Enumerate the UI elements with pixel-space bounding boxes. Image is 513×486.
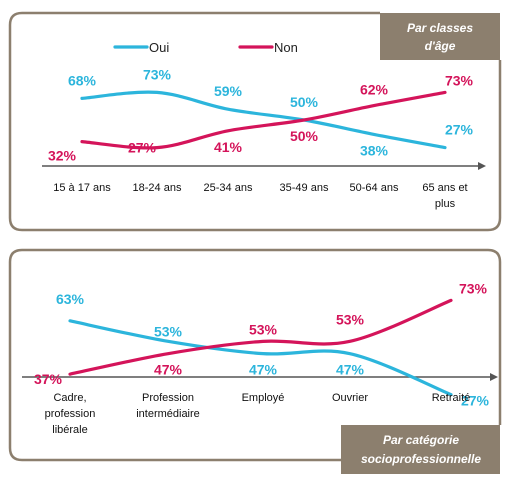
panel-age-tick-label-4: 50-64 ans xyxy=(350,182,399,194)
panel-age-frame xyxy=(8,11,502,232)
panel-csp-tag xyxy=(341,425,500,474)
panel-age-tag-line2: d'âge xyxy=(425,39,456,53)
panel-csp-tick-label-3: Ouvrier xyxy=(332,392,368,404)
panel-age-tick-label-5-1: plus xyxy=(435,198,456,210)
panel-csp-oui-label-3: 47% xyxy=(336,362,365,378)
panel-age-non-label-4: 62% xyxy=(360,82,389,98)
panel-age-tick-label-1: 18-24 ans xyxy=(133,182,182,194)
panel-csp-oui-label-2: 47% xyxy=(249,362,278,378)
panel-age-tick-label-0: 15 à 17 ans xyxy=(53,182,111,194)
panel-csp-tag-line2: socioprofessionnelle xyxy=(361,452,481,466)
panel-csp-tick-label-1-0: Profession xyxy=(142,392,194,404)
panel-age-tick-label-2: 25-34 ans xyxy=(204,182,253,194)
panel-csp-tick-label-0-1: profession xyxy=(45,408,96,420)
panel-age-tick-label-5-0: 65 ans et xyxy=(422,182,467,194)
panel-csp-series-non-line xyxy=(68,298,453,376)
panel-csp-tick-label-2: Employé xyxy=(242,392,285,404)
panel-age-oui-label-2: 59% xyxy=(214,83,243,99)
panel-age-oui-label-3: 50% xyxy=(290,94,319,110)
panel-age-series-non-line xyxy=(80,90,447,150)
chart-marks: 68% 73% 59% 50% 38% 27% 32% 27% 41% 50% 62% 73% 15 à… xyxy=(34,66,490,436)
panel-age-oui-label-1: 73% xyxy=(143,66,172,82)
panel-csp-non-label-0: 37% xyxy=(34,371,63,387)
panel-csp-non-label-2: 53% xyxy=(249,321,278,337)
panel-csp-tick-label-1-1: intermédiaire xyxy=(136,408,200,420)
panel-csp-series-oui-line xyxy=(68,319,453,397)
panel-csp-non-label-1: 47% xyxy=(154,362,183,378)
panel-csp-tick-label-0-2: libérale xyxy=(52,424,87,436)
panel-age-oui-label-0: 68% xyxy=(68,72,97,88)
panel-age-non-label-2: 41% xyxy=(214,139,243,155)
panel-age-tag xyxy=(380,13,500,60)
panel-age-series-oui-line xyxy=(80,90,447,150)
panel-age-non-label-5: 73% xyxy=(445,72,474,88)
panel-csp-axis-arrow xyxy=(490,373,498,381)
panel-csp-frame xyxy=(8,248,502,462)
panel-csp-tick-label-0-0: Cadre, xyxy=(53,392,86,404)
panel-csp-oui-label-0: 63% xyxy=(56,291,85,307)
panel-csp-tick-label-4: Retraité xyxy=(432,392,471,404)
panel-age-axis-arrow xyxy=(478,162,486,170)
panel-csp-non-label-4: 73% xyxy=(459,280,488,296)
legend-non-label: Non xyxy=(274,40,298,55)
panel-csp-oui-label-4: 27% xyxy=(461,393,490,409)
panel-age-tick-label-3: 35-49 ans xyxy=(280,182,329,194)
panel-age-non-label-3: 50% xyxy=(290,128,319,144)
panel-csp-non-label-3: 53% xyxy=(336,311,365,327)
panel-csp-tag-line1: Par catégorie xyxy=(383,433,459,447)
panel-age-non-label-1: 27% xyxy=(128,140,157,156)
panel-age-non-label-0: 32% xyxy=(48,148,77,164)
legend-oui-label: Oui xyxy=(149,40,169,55)
panel-age-oui-label-5: 27% xyxy=(445,122,474,138)
panel-age-tag-line1: Par classes xyxy=(407,21,473,35)
panel-age-oui-label-4: 38% xyxy=(360,142,389,158)
panel-csp-oui-label-1: 53% xyxy=(154,323,183,339)
